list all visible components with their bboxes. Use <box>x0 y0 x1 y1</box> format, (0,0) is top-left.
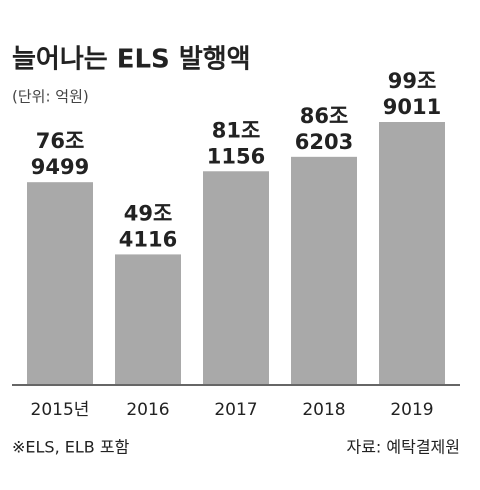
chart-subtitle: (단위: 억원) <box>12 88 89 106</box>
value-label: 81조 <box>212 118 261 142</box>
value-label: 6203 <box>295 130 353 154</box>
x-tick-label: 2019 <box>390 400 433 420</box>
value-label: 4116 <box>119 227 177 251</box>
bar <box>291 156 357 384</box>
value-label: 76조 <box>36 129 85 153</box>
note: ※ELS, ELB 포함 <box>12 438 130 457</box>
x-tick-label: 2018 <box>302 400 345 420</box>
bar <box>379 122 445 384</box>
bar <box>203 171 269 384</box>
source: 자료: 예탁결제원 <box>346 438 460 457</box>
value-label: 9011 <box>383 95 441 119</box>
x-tick-label: 2016 <box>126 400 169 420</box>
value-label: 86조 <box>300 104 349 128</box>
chart-title: 늘어나는 ELS 발행액 <box>12 45 251 75</box>
bar <box>115 254 181 384</box>
x-tick-label: 2015년 <box>31 400 90 420</box>
bar <box>27 182 93 384</box>
x-tick-label: 2017 <box>214 400 257 420</box>
value-label: 49조 <box>124 201 173 225</box>
value-label: 1156 <box>207 144 265 168</box>
value-label: 9499 <box>31 155 89 179</box>
value-label: 99조 <box>388 69 437 93</box>
